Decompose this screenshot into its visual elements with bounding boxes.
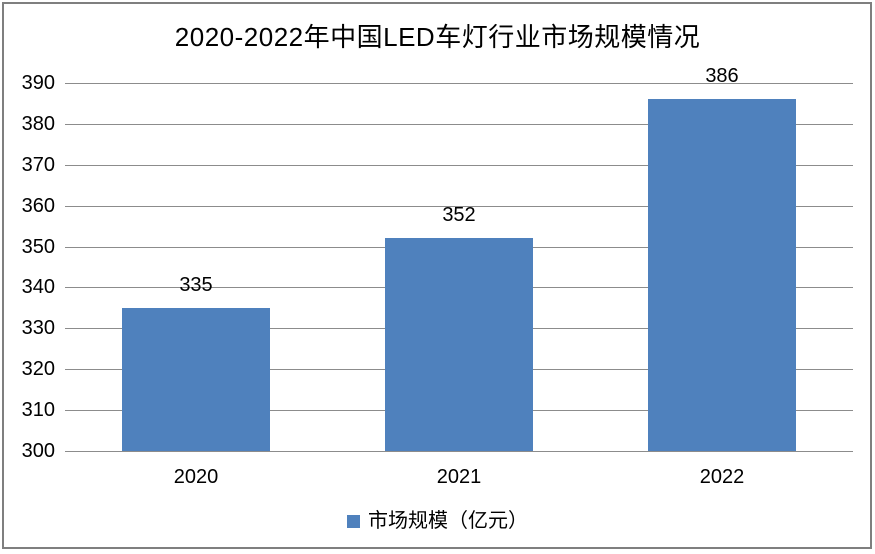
y-axis-tick-label: 360 (21, 195, 55, 217)
gridline (65, 165, 853, 166)
x-axis-tick-label: 2020 (173, 466, 219, 488)
y-axis-tick-label: 370 (21, 154, 55, 176)
y-axis-tick-label: 380 (21, 113, 55, 135)
y-axis-tick-label: 320 (21, 358, 55, 380)
legend-series-label: 市场规模（亿元） (368, 510, 528, 532)
x-axis-line (65, 451, 853, 452)
gridline (65, 83, 853, 84)
bar-2020 (122, 308, 270, 451)
y-axis-tick-label: 330 (21, 317, 55, 339)
legend-marker-square (347, 514, 360, 528)
y-axis-tick-label: 310 (21, 399, 55, 421)
gridline (65, 124, 853, 125)
bar-value-label: 386 (705, 65, 739, 87)
bar-value-label: 352 (442, 204, 476, 226)
chart-title: 2020-2022年中国LED车灯行业市场规模情况 (174, 22, 701, 52)
bar-value-label: 335 (179, 274, 213, 296)
bar-2021 (385, 238, 533, 451)
bar-2022 (648, 99, 796, 451)
y-axis-tick-label: 340 (21, 276, 55, 298)
y-axis-tick-label: 390 (21, 72, 55, 94)
legend: 市场规模（亿元） (0, 509, 875, 533)
x-axis-tick-label: 2021 (436, 466, 482, 488)
y-axis-tick-label: 350 (21, 236, 55, 258)
x-axis-tick-label: 2022 (699, 466, 745, 488)
y-axis-tick-label: 300 (21, 440, 55, 462)
gridline (65, 206, 853, 207)
